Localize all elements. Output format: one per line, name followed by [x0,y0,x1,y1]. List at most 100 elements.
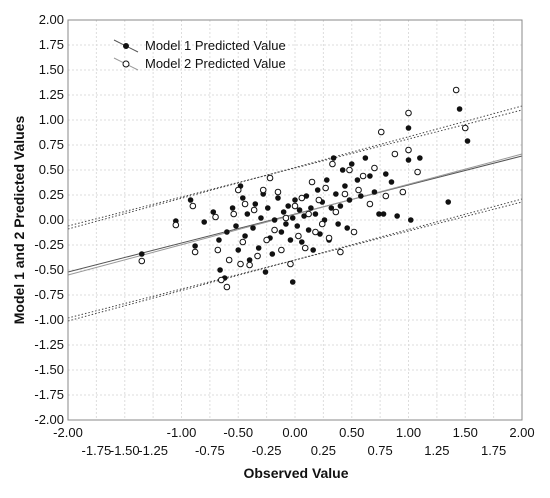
data-point-model-1 [344,225,351,231]
data-point-model-2 [318,220,326,228]
legend-marker-model-2 [122,60,130,68]
data-point-model-1 [252,201,259,207]
data-point-model-2 [377,128,385,136]
data-point-model-1 [224,229,230,235]
data-point-model-2 [355,186,362,194]
data-point-model-2 [391,150,399,158]
data-point-model-1 [289,279,296,285]
data-point-model-1 [339,167,346,173]
data-point-model-1 [138,251,145,257]
data-point-model-2 [234,186,242,194]
data-point-model-2 [246,261,253,269]
data-point-model-2 [250,206,258,214]
y-tick-label: 1.00 [39,112,64,127]
x-tick-label: -1.75 [82,443,112,458]
data-point-model-1 [296,207,303,213]
data-point-model-2 [295,232,302,240]
data-point-model-2 [366,200,374,208]
y-tick-label: -0.50 [34,262,64,277]
y-tick-label: -1.25 [34,337,64,352]
data-point-model-1 [239,195,246,201]
y-tick-label: -0.75 [34,287,64,302]
data-point-model-1 [264,205,271,211]
data-point-model-2 [322,184,329,192]
data-point-model-2 [239,238,247,246]
data-point-model-1 [269,251,276,257]
x-tick-label: -0.75 [195,443,225,458]
data-point-model-2 [237,260,244,268]
data-point-model-1 [217,267,223,273]
data-point-model-1 [405,125,412,131]
data-point-model-2 [329,160,336,168]
data-point-model-1 [314,187,321,193]
data-point-model-1 [262,269,269,275]
data-point-model-1 [201,219,207,225]
data-point-model-2 [287,260,294,268]
y-tick-label: 2.00 [39,12,64,27]
data-point-model-1 [362,155,369,161]
data-point-model-1 [407,217,414,223]
y-tick-label: 1.75 [39,37,64,52]
y-tick-label: -0.25 [34,237,64,252]
data-point-model-1 [405,157,412,163]
data-point-model-1 [323,177,330,183]
data-point-model-1 [380,211,387,217]
data-point-model-1 [258,215,264,221]
data-point-model-2 [259,186,267,194]
data-point-model-1 [283,221,289,227]
data-point-model-2 [189,202,197,210]
data-point-model-1 [354,177,361,183]
y-tick-label: 0.00 [39,212,64,227]
data-point-model-2 [359,172,367,180]
prediction-band-line [67,201,523,319]
x-tick-labels: -2.00 -1.00 -0.50 0.00 0.50 1.00 1.50 2.00 -1.75… [53,425,534,458]
data-point-model-2 [274,188,282,196]
data-point-model-2 [271,226,278,234]
data-point-model-1 [346,197,353,203]
data-point-model-1 [275,195,281,201]
data-point-model-1 [328,205,335,211]
data-point-model-1 [445,199,452,205]
data-point-model-1 [244,211,251,217]
x-tick-label: 1.75 [481,443,506,458]
data-point-model-1 [187,197,194,203]
x-tick-label: 1.50 [453,425,478,440]
y-axis-title: Model 1 and 2 Predicted Values [11,116,27,325]
data-point-model-2 [325,234,333,242]
data-point-model-2 [225,256,233,264]
data-point-model-2 [282,214,290,222]
data-point-model-2 [332,208,340,216]
data-point-model-1 [330,155,337,161]
y-tick-label: 1.25 [39,87,64,102]
data-point-model-1 [464,138,471,144]
data-point-model-2 [382,192,390,200]
prediction-band-line [67,198,523,322]
grid-lines [68,20,522,420]
data-point-model-1 [280,209,287,215]
data-point-model-1 [250,225,256,231]
data-point-model-2 [241,200,249,208]
data-point-model-2 [305,210,312,218]
data-point-model-1 [192,243,198,249]
data-point-model-2 [217,276,225,284]
x-tick-label: -1.25 [138,443,168,458]
data-point-model-2 [461,124,469,132]
data-point-model-1 [312,211,319,217]
x-tick-label: -1.50 [110,443,140,458]
x-tick-label: -0.25 [252,443,282,458]
x-tick-label: 2.00 [509,425,534,440]
data-point-model-2 [172,221,180,229]
data-point-model-1 [333,191,339,197]
data-point-model-1 [417,155,423,161]
data-point-model-1 [358,193,364,199]
y-tick-labels: 2.00 1.75 1.50 1.25 1.00 0.75 0.50 0.25 0.00 -0.2… [34,12,64,427]
data-point-model-2 [223,283,231,291]
legend-label-model-2: Model 2 Predicted Value [145,56,286,71]
data-point-model-2 [266,174,274,182]
x-axis-title: Observed Value [243,465,348,481]
data-point-model-1 [235,247,242,253]
data-point-model-2 [263,236,270,244]
y-tick-label: 0.75 [39,137,64,152]
data-point-model-1 [246,257,253,263]
